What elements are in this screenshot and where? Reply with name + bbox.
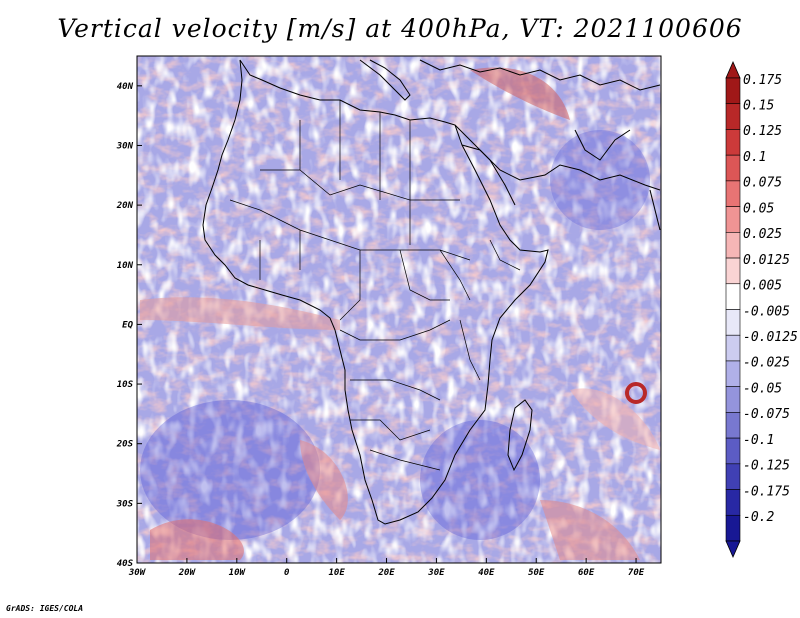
colorbar-max-arrow xyxy=(725,61,741,79)
colorbar-label: -0.1 xyxy=(743,433,774,448)
cyclone-feature xyxy=(625,382,647,404)
lon-tick-label: 50E xyxy=(528,568,545,578)
lon-tick-label: 30E xyxy=(427,568,445,578)
colorbar-label: 0.1 xyxy=(743,150,766,165)
map-frame xyxy=(136,55,662,564)
colorbar-swatch xyxy=(725,437,741,465)
colorbar-swatch xyxy=(725,232,741,259)
colorbar-swatch xyxy=(725,412,741,439)
colorbar-label: -0.175 xyxy=(743,484,790,499)
lon-tick-label: 70E xyxy=(628,568,645,578)
lon-tick-label: 10E xyxy=(328,568,345,578)
colorbar-label: 0.15 xyxy=(743,99,774,114)
lat-tick-label: 40S xyxy=(117,559,134,569)
colorbar-swatch xyxy=(725,206,741,233)
colorbar-label: 0.075 xyxy=(743,176,782,191)
colorbar-label: 0.125 xyxy=(743,124,782,139)
colorbar-swatch xyxy=(725,180,741,207)
colorbar-swatch xyxy=(725,489,741,516)
colorbar-label: 0.0125 xyxy=(743,253,790,268)
colorbar-swatch xyxy=(725,309,741,336)
lat-tick-label: 40N xyxy=(117,82,134,92)
colorbar-label: -0.075 xyxy=(743,407,790,422)
lat-tick-label: 30N xyxy=(116,141,134,151)
colorbar-label: 0.05 xyxy=(743,201,774,216)
lon-tick-label: 20E xyxy=(377,568,395,578)
map-panel xyxy=(137,56,661,563)
colorbar-swatch xyxy=(725,129,741,156)
lon-tick-label: 60E xyxy=(578,568,595,578)
colorbar-swatch xyxy=(725,334,741,362)
colorbar-swatch xyxy=(725,386,741,413)
colorbar-swatch xyxy=(725,257,741,285)
country-borders xyxy=(229,100,521,471)
latitude-axis: 40N 30N 20N 10N EQ 10S 20S 30S 40S xyxy=(116,82,142,569)
lat-tick-label: 10S xyxy=(117,380,134,390)
lat-tick-label: 20N xyxy=(116,201,134,211)
colorbar-label: -0.025 xyxy=(743,356,790,371)
longitude-axis: 30W 20W 10W 0 10E 20E 30E 40E 50E 60E 70E xyxy=(128,558,645,578)
lon-tick-label: 40E xyxy=(478,568,495,578)
colorbar-label: 0.175 xyxy=(743,73,782,88)
lon-tick-label: 30W xyxy=(128,568,147,578)
descent-regions xyxy=(140,130,650,540)
footer-credit: GrADS: IGES/COLA xyxy=(6,604,84,613)
colorbar-label: -0.125 xyxy=(743,459,790,474)
lon-tick-label: 0 xyxy=(284,568,290,578)
colorbar-swatch xyxy=(725,77,741,105)
colorbar: 0.175 0.15 0.125 0.1 0.075 0.05 0.025 0.0125 0.0… xyxy=(725,61,798,558)
colorbar-label: 0.005 xyxy=(743,279,782,294)
colorbar-label: -0.2 xyxy=(743,510,774,525)
lat-tick-label: 20S xyxy=(116,440,134,450)
colorbar-label: -0.005 xyxy=(743,304,790,319)
lon-tick-label: 20W xyxy=(178,568,197,578)
colorbar-min-arrow xyxy=(725,540,741,558)
colorbar-swatch xyxy=(725,154,741,182)
colorbar-swatch xyxy=(725,360,741,387)
colorbar-swatch xyxy=(725,463,741,490)
colorbar-swatch xyxy=(725,514,741,542)
lon-tick-label: 10W xyxy=(229,568,247,578)
colorbar-label: -0.0125 xyxy=(743,330,798,345)
colorbar-label: 0.025 xyxy=(743,227,782,242)
colorbar-swatch xyxy=(725,283,741,310)
colorbar-label: -0.05 xyxy=(743,381,782,396)
lat-tick-label: 10N xyxy=(117,261,134,271)
lat-tick-label: 30S xyxy=(116,499,134,509)
coastlines xyxy=(202,59,661,525)
ascent-features xyxy=(140,67,660,560)
colorbar-swatch xyxy=(725,103,741,130)
lat-tick-label: EQ xyxy=(122,320,133,330)
chart-title: Vertical velocity [m/s] at 400hPa, VT: 2… xyxy=(57,14,743,43)
